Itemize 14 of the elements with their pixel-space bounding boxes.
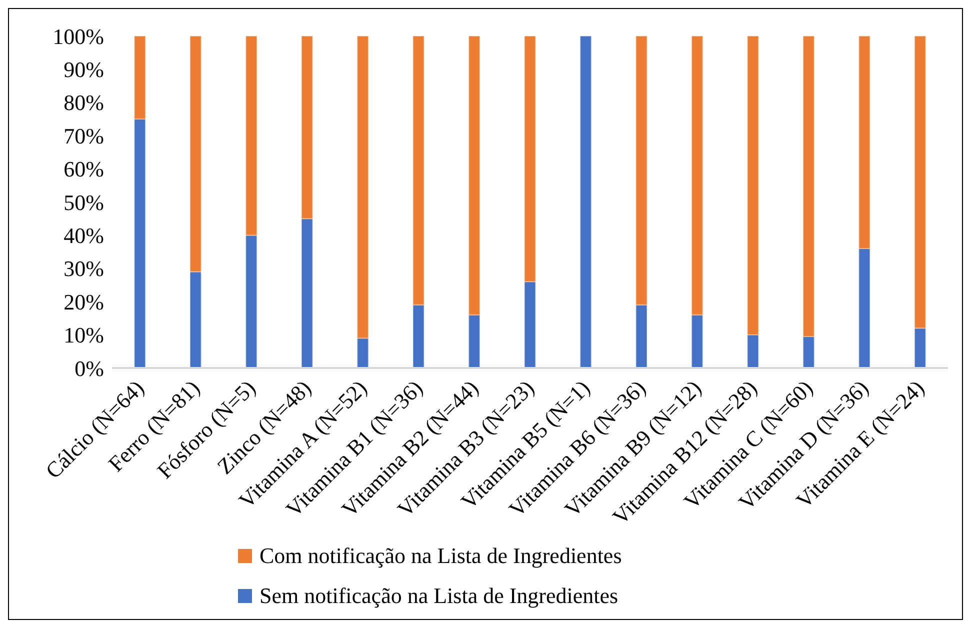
y-tick-label: 0%	[74, 356, 104, 381]
bar	[580, 36, 592, 368]
y-tick-label: 30%	[64, 256, 104, 282]
legend-label: Com notificação na Lista de Ingredientes	[260, 543, 622, 569]
y-tick-label: 90%	[64, 57, 104, 82]
y-tick-label: 50%	[64, 190, 104, 215]
legend-label: Sem notificação na Lista de Ingredientes	[260, 583, 618, 609]
y-tick-label: 80%	[64, 90, 104, 116]
y-tick-label: 60%	[64, 156, 104, 182]
y-tick-label: 100%	[52, 24, 104, 49]
y-tick-label: 40%	[64, 223, 104, 248]
y-tick-label: 10%	[64, 322, 104, 348]
y-tick-label: 70%	[64, 123, 104, 148]
y-tick-label: 20%	[64, 289, 104, 314]
